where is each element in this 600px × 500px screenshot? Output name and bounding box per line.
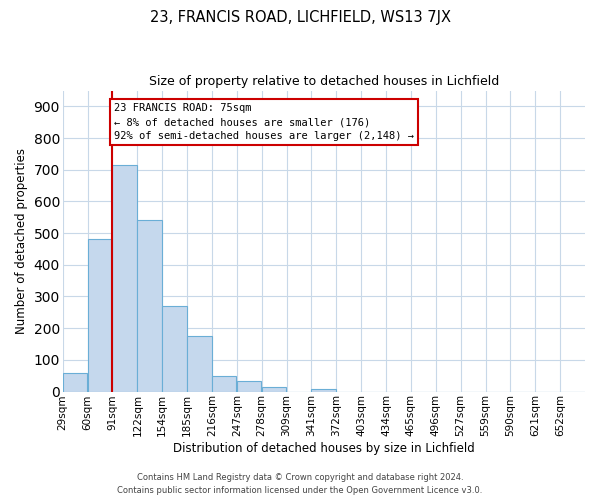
- X-axis label: Distribution of detached houses by size in Lichfield: Distribution of detached houses by size …: [173, 442, 475, 455]
- Bar: [63, 372, 87, 392]
- Text: Contains HM Land Registry data © Crown copyright and database right 2024.
Contai: Contains HM Land Registry data © Crown c…: [118, 474, 482, 495]
- Bar: [212, 376, 236, 392]
- Bar: [262, 387, 286, 392]
- Bar: [112, 165, 137, 392]
- Text: 23, FRANCIS ROAD, LICHFIELD, WS13 7JX: 23, FRANCIS ROAD, LICHFIELD, WS13 7JX: [149, 10, 451, 25]
- Y-axis label: Number of detached properties: Number of detached properties: [15, 148, 28, 334]
- Bar: [237, 381, 261, 392]
- Bar: [137, 220, 162, 392]
- Bar: [311, 389, 336, 392]
- Text: 23 FRANCIS ROAD: 75sqm
← 8% of detached houses are smaller (176)
92% of semi-det: 23 FRANCIS ROAD: 75sqm ← 8% of detached …: [114, 103, 414, 141]
- Bar: [187, 336, 212, 392]
- Bar: [88, 240, 112, 392]
- Title: Size of property relative to detached houses in Lichfield: Size of property relative to detached ho…: [149, 75, 499, 88]
- Bar: [162, 306, 187, 392]
